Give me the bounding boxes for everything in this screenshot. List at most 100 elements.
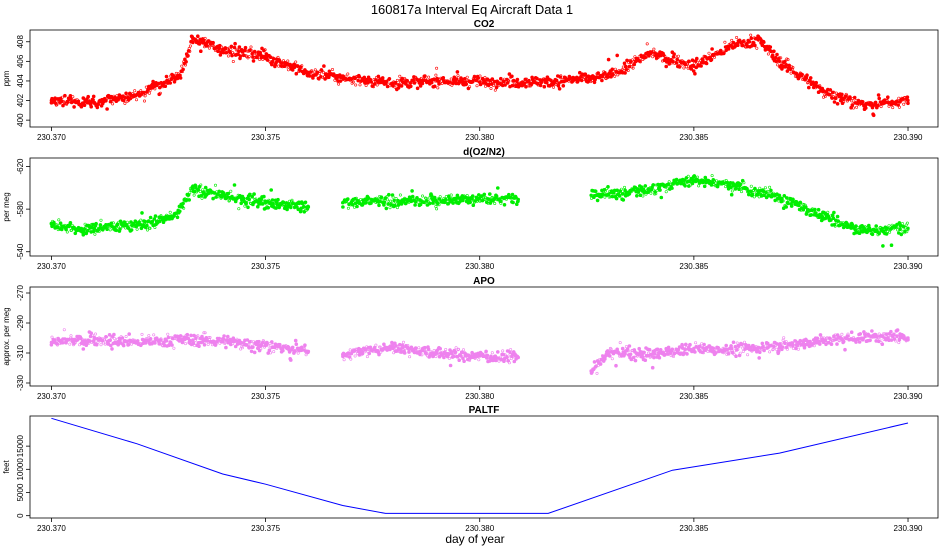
data-point <box>780 345 785 349</box>
data-point <box>594 364 598 368</box>
data-point <box>669 354 673 358</box>
data-point <box>643 184 648 188</box>
data-point <box>146 228 150 232</box>
data-point <box>199 183 203 187</box>
data-point <box>789 204 794 208</box>
data-point <box>812 344 816 348</box>
data-point <box>406 343 410 347</box>
data-point <box>192 193 196 197</box>
data-point <box>554 78 559 83</box>
data-point <box>692 346 696 351</box>
data-point <box>99 343 103 347</box>
data-point <box>438 346 443 351</box>
data-point <box>79 228 84 233</box>
data-point <box>280 203 284 207</box>
data-point <box>628 352 633 357</box>
data-point <box>321 75 325 79</box>
data-point <box>589 369 593 373</box>
data-point <box>598 362 603 366</box>
data-point <box>248 201 252 205</box>
data-point <box>615 53 620 58</box>
data-point <box>642 350 646 355</box>
y-axis-label: per meg <box>2 192 11 221</box>
data-point <box>731 340 736 345</box>
y-tick-label: 408 <box>16 35 25 49</box>
data-point <box>345 197 350 201</box>
data-point <box>156 220 161 224</box>
data-point <box>272 350 276 354</box>
data-point <box>58 221 63 225</box>
data-point <box>654 352 658 356</box>
data-point <box>815 336 820 341</box>
data-point <box>510 74 514 79</box>
data-point <box>884 232 889 236</box>
y-tick-label: -270 <box>16 284 25 301</box>
data-point <box>797 203 801 208</box>
data-point <box>768 350 772 354</box>
data-point <box>166 335 171 340</box>
data-point <box>228 198 232 202</box>
data-point <box>251 59 256 63</box>
data-point <box>395 344 399 348</box>
data-point <box>841 221 845 225</box>
data-point <box>180 64 184 68</box>
data-point <box>294 71 299 76</box>
data-point <box>878 338 882 342</box>
data-point <box>382 342 386 347</box>
data-point <box>786 58 790 62</box>
data-point <box>623 71 627 75</box>
x-tick-label: 230.385 <box>679 524 708 533</box>
data-point <box>880 226 885 231</box>
data-point <box>148 336 153 341</box>
data-point <box>465 75 469 79</box>
data-point <box>410 194 415 199</box>
data-point <box>164 338 169 343</box>
series-points <box>49 328 910 375</box>
data-point <box>671 59 675 64</box>
data-point <box>370 80 374 84</box>
data-point <box>595 198 600 203</box>
data-point <box>889 338 894 342</box>
data-point <box>220 45 224 49</box>
data-point <box>306 349 311 354</box>
data-point <box>649 191 653 195</box>
data-point <box>94 332 98 336</box>
data-point <box>188 191 192 195</box>
data-point <box>294 342 299 347</box>
data-point <box>346 206 350 210</box>
data-point <box>647 347 652 352</box>
data-point <box>95 105 100 110</box>
data-point <box>127 332 131 336</box>
data-point <box>735 35 739 39</box>
data-point <box>107 332 112 337</box>
data-point <box>399 84 404 88</box>
data-point <box>214 183 218 187</box>
data-point <box>327 69 332 74</box>
data-point <box>427 201 432 206</box>
y-tick-label: 400 <box>16 113 25 127</box>
data-point <box>276 197 280 202</box>
data-point <box>742 181 746 185</box>
y-tick-label: 5000 <box>16 483 25 501</box>
data-point <box>300 64 304 68</box>
data-point <box>448 363 453 368</box>
data-point <box>207 46 211 50</box>
data-point <box>330 68 334 72</box>
data-point <box>760 341 765 346</box>
data-point <box>823 94 827 98</box>
data-point <box>185 332 190 337</box>
data-point <box>607 195 611 199</box>
data-point <box>684 65 688 69</box>
data-point <box>61 103 65 108</box>
data-point <box>49 340 54 345</box>
panel-2: APO approx. per meg 230.370 230.375 230.380 2… <box>2 276 939 401</box>
data-point <box>296 207 301 212</box>
data-point <box>387 77 392 81</box>
data-point <box>442 355 446 360</box>
data-point <box>452 75 457 80</box>
data-point <box>223 341 227 345</box>
data-point <box>353 354 357 358</box>
data-point <box>306 71 311 75</box>
data-point <box>702 184 707 189</box>
data-point <box>756 38 760 42</box>
